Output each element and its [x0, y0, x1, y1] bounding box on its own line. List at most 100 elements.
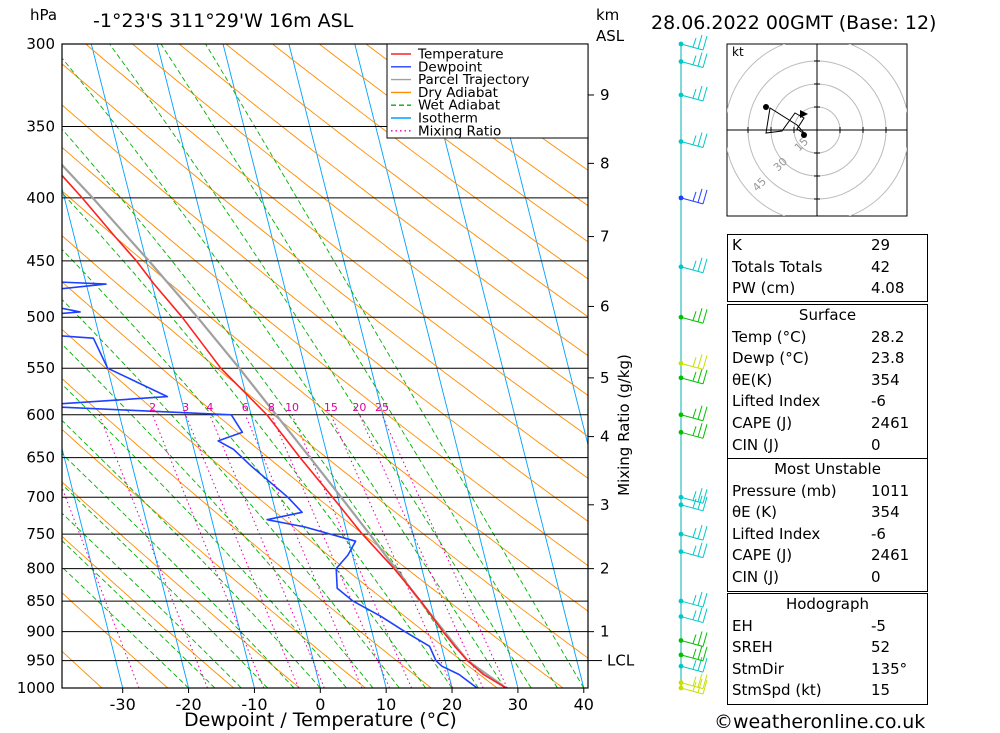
- wind-barb-flag: [692, 491, 697, 501]
- dry-adiabat-line: [62, 146, 588, 567]
- legend-label: Parcel Trajectory: [418, 72, 530, 88]
- storm-motion-arrow: [800, 110, 808, 118]
- wind-barb-shaft: [680, 496, 704, 504]
- wet-adiabat-line: [160, 44, 558, 688]
- wet-adiabat-line: [62, 419, 321, 688]
- mu-value: 354: [871, 503, 900, 522]
- hodo-label: StmDir: [732, 659, 784, 678]
- km-tick-label: 2: [600, 560, 610, 578]
- wind-barb-flag: [697, 607, 703, 622]
- surface-value: 28.2: [871, 327, 905, 346]
- wind-barb-flag: [702, 189, 708, 205]
- wind-barb-shaft: [680, 504, 704, 512]
- wind-barb-flag: [702, 646, 708, 662]
- mu-row: Lifted Index -6: [728, 524, 927, 546]
- wet-adiabat-line: [62, 298, 400, 688]
- pressure-tick-label: 750: [26, 525, 55, 543]
- surface-row: CAPE (J) 2461: [728, 413, 927, 435]
- wind-barb-shaft: [680, 377, 704, 385]
- legend-label: Mixing Ratio: [418, 123, 501, 139]
- surface-row: Lifted Index -6: [728, 391, 927, 413]
- x-tick-label: 20: [442, 695, 462, 714]
- wind-barb-flag: [692, 37, 697, 48]
- most-unstable-title: Most Unstable: [774, 460, 881, 478]
- mixing-ratio-line: [270, 414, 390, 688]
- legend-label: Dewpoint: [418, 59, 482, 75]
- isotherm-line: [90, 44, 255, 688]
- surface-value: 23.8: [871, 349, 905, 368]
- index-label: Totals Totals: [732, 257, 823, 276]
- mu-value: 0: [871, 567, 881, 586]
- mu-label: CAPE (J): [732, 546, 793, 565]
- wind-barb-flag: [702, 592, 708, 608]
- km-tick-label: 5: [600, 369, 610, 387]
- wind-barb-flag: [702, 406, 708, 421]
- km-tick-label: 8: [600, 154, 610, 172]
- wind-barb-flag: [697, 188, 703, 203]
- wind-dot: [678, 638, 684, 643]
- hodograph-point: [801, 132, 807, 138]
- surface-value: -6: [871, 392, 886, 411]
- dry-adiabat-line: [318, 44, 588, 243]
- isotherm-line: [156, 44, 321, 688]
- wind-barb-shaft: [680, 43, 704, 51]
- wind-barb-flag: [697, 354, 703, 369]
- dry-adiabat-line: [271, 44, 588, 280]
- wind-barb-flag: [692, 594, 697, 605]
- dry-adiabat-line: [62, 190, 588, 612]
- pressure-tick-label: 400: [26, 189, 55, 207]
- wind-barb-shaft: [680, 362, 704, 370]
- mu-label: CIN (J): [732, 567, 780, 586]
- wind-barb-flag: [702, 369, 708, 384]
- wind-barb-flag: [697, 368, 703, 383]
- mixing-ratio-label: 15: [324, 401, 338, 414]
- km-tick-label: 3: [600, 496, 610, 514]
- dry-adiabat-line: [85, 44, 588, 437]
- x-tick-label: 10: [376, 695, 396, 714]
- wind-barb-flag: [692, 676, 697, 686]
- dewpoint-line: [62, 281, 478, 688]
- wind-barb-flag: [697, 678, 703, 693]
- wind-barb-shaft: [680, 682, 704, 690]
- mu-value: 1011: [871, 481, 910, 500]
- legend-label: Wet Adiabat: [418, 98, 500, 114]
- wind-barb-flag: [692, 660, 697, 670]
- dry-adiabat-line: [62, 535, 234, 688]
- wet-adiabat-line: [109, 44, 532, 688]
- wind-barbs: [678, 34, 708, 695]
- wind-barb-shaft: [680, 600, 704, 608]
- wind-barb-flag: [692, 545, 697, 556]
- wind-barb-flag: [692, 357, 697, 367]
- dry-adiabat-line: [62, 428, 366, 688]
- x-tick-label: 30: [508, 695, 528, 714]
- wind-barb-flag: [697, 423, 703, 438]
- surface-row: CIN (J) 0: [728, 435, 927, 457]
- wind-barb-flag: [697, 542, 703, 557]
- pressure-tick-label: 700: [26, 488, 55, 506]
- wind-barb-shaft: [680, 414, 704, 422]
- wind-barb-shaft: [680, 533, 704, 541]
- km-tick-label: 1: [600, 623, 610, 641]
- wind-barb-flag: [692, 408, 697, 419]
- legend-box: [386, 43, 589, 139]
- background-lines: [62, 44, 588, 688]
- legend-label: Dry Adiabat: [418, 85, 498, 101]
- isotherm-line: [222, 44, 387, 688]
- x-tick-label: -10: [241, 695, 267, 714]
- hodo-row: SREH 52: [728, 637, 927, 659]
- parcel-trajectory-line: [62, 163, 507, 688]
- wind-barb-flag: [692, 371, 697, 382]
- copyright-link[interactable]: ©weatheronline.co.uk: [714, 711, 926, 733]
- wind-barb-flag: [702, 679, 708, 695]
- hodo-row: EH -5: [728, 616, 927, 638]
- legend-label: Temperature: [417, 47, 504, 63]
- wind-barb-flag: [702, 133, 708, 148]
- isotherm-line: [62, 186, 189, 688]
- wind-barb-flag: [692, 260, 697, 271]
- x-tick-label: -30: [110, 695, 136, 714]
- mu-row: CIN (J) 0: [728, 567, 927, 589]
- wind-barb-flag: [692, 88, 697, 99]
- wind-barb-flag: [702, 489, 708, 504]
